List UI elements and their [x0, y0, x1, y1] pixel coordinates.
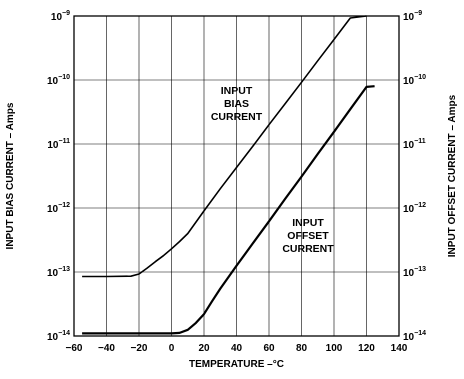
x-tick-label: 0 — [169, 343, 175, 354]
y-tick-label-left: 10−11 — [47, 138, 70, 151]
x-tick-label: 20 — [198, 343, 210, 354]
x-tick-label: 60 — [263, 343, 275, 354]
y-tick-label-right: 10−13 — [403, 266, 426, 279]
x-tick-label: 140 — [391, 343, 408, 354]
series-group — [82, 15, 375, 335]
y-tick-label-right: 10−12 — [403, 202, 426, 215]
y-tick-label-right: 10−9 — [403, 10, 422, 23]
x-tick-label: 120 — [358, 343, 375, 354]
y-axis-label-left: INPUT BIAS CURRENT – Amps — [5, 102, 16, 249]
y-tick-label-right: 10−11 — [403, 138, 426, 151]
offset-current-line — [82, 85, 375, 335]
y-tick-label-right: 10−14 — [403, 330, 426, 343]
x-tick-label: 100 — [326, 343, 343, 354]
y-tick-label-left: 10−13 — [47, 266, 70, 279]
y-tick-label-left: 10−14 — [47, 330, 70, 343]
y-tick-label-right: 10−10 — [403, 74, 426, 87]
tick-labels: −60 −40 −20 0 20 40 60 80 100 120 140 10−9 10−9 10−10… — [47, 10, 426, 354]
grid — [73, 15, 400, 337]
plot-frame — [73, 15, 400, 337]
y-axis-label-right: INPUT OFFSET CURRENT – Amps — [447, 94, 458, 257]
y-tick-label-left: 10−12 — [47, 202, 70, 215]
x-tick-label: −20 — [131, 343, 148, 354]
y-tick-label-left: 10−9 — [51, 10, 70, 23]
x-tick-label: 80 — [296, 343, 308, 354]
annotations: INPUT BIAS CURRENT INPUT OFFSET CURRENT — [211, 85, 334, 255]
y-tick-label-left: 10−10 — [47, 74, 70, 87]
bias-current-label: INPUT BIAS CURRENT — [211, 85, 263, 123]
x-tick-label: 40 — [231, 343, 243, 354]
x-axis-label: TEMPERATURE –°C — [189, 359, 284, 370]
bias-current-line — [82, 15, 367, 278]
offset-current-label: INPUT OFFSET CURRENT — [282, 217, 334, 255]
x-tick-label: −60 — [66, 343, 83, 354]
x-tick-label: −40 — [98, 343, 115, 354]
